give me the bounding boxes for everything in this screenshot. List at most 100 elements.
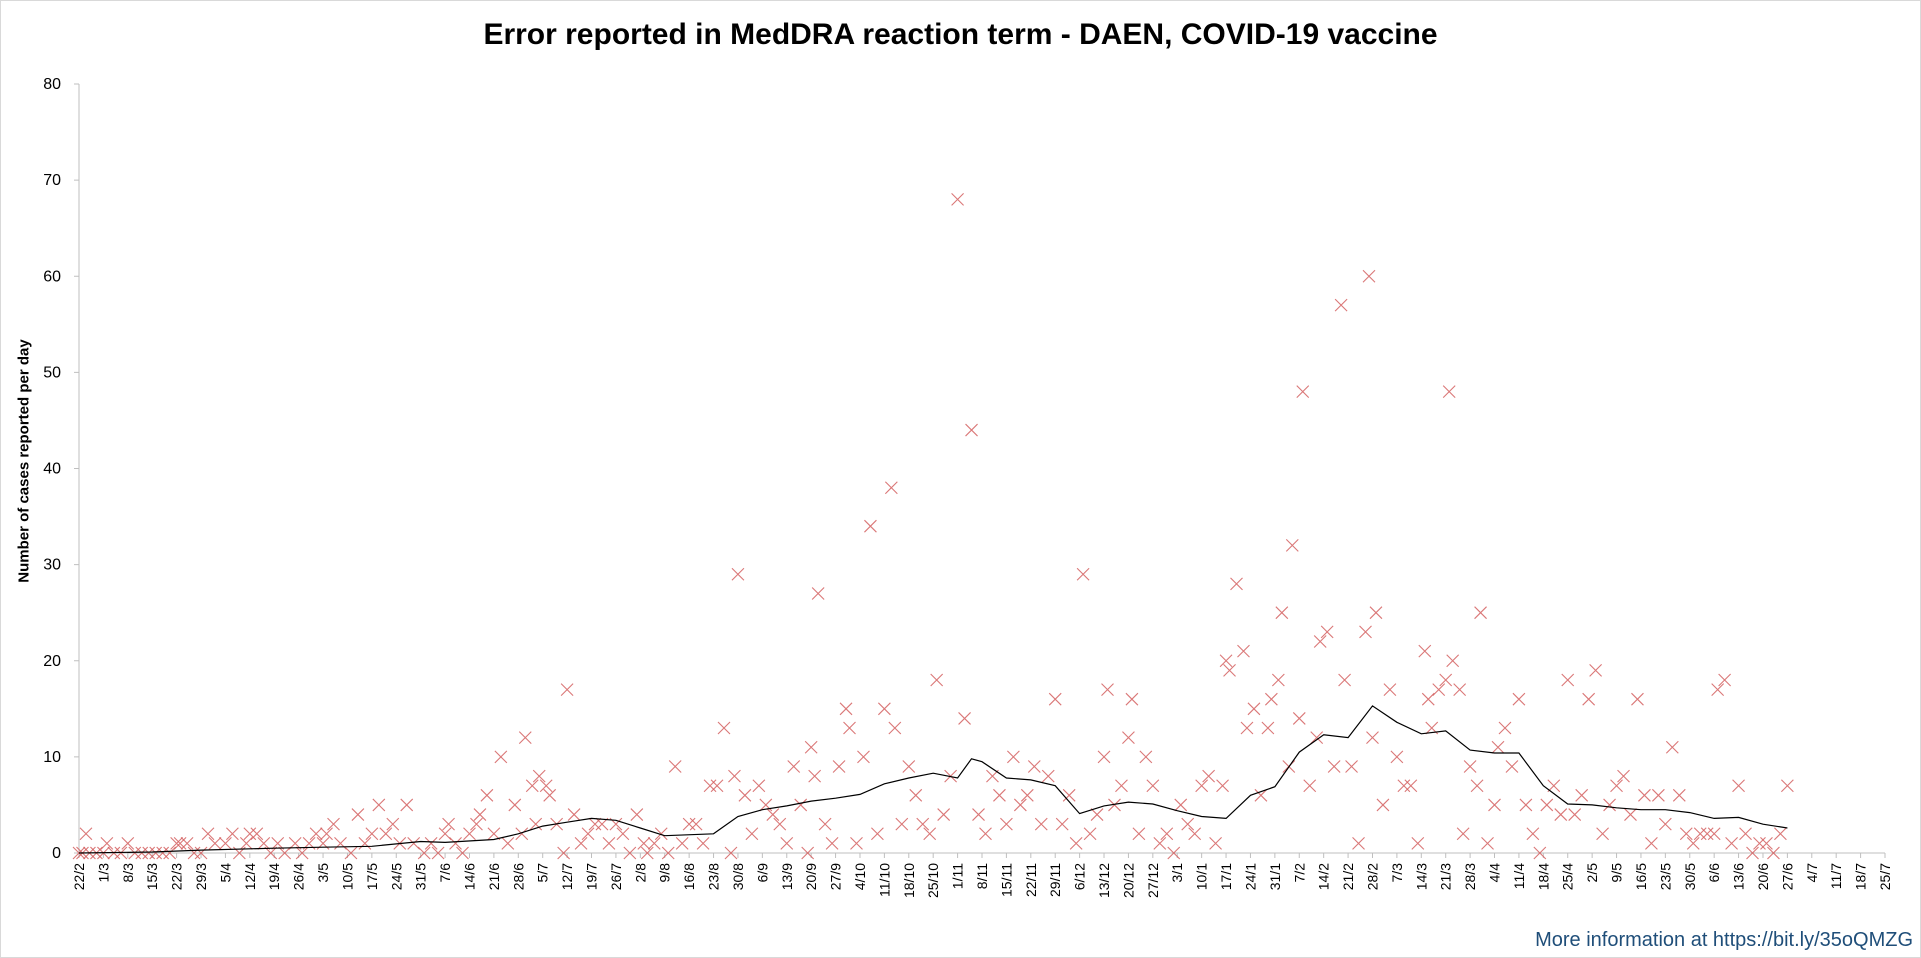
daily-case-marker [135,846,149,860]
daily-case-marker [937,808,951,821]
daily-case-marker [689,817,703,831]
y-tick-label: 20 [43,653,61,670]
daily-case-marker [1418,644,1432,658]
x-tick-label: 21/2 [1340,863,1356,890]
daily-case-marker [208,836,222,850]
daily-case-marker [501,836,515,850]
x-tick-label: 24/5 [388,863,404,890]
daily-case-marker [1732,779,1745,793]
daily-case-marker [344,846,358,860]
daily-case-marker [1334,298,1348,312]
daily-case-marker [1488,798,1501,812]
daily-case-marker [1397,779,1411,793]
x-tick-label: 27/9 [828,863,844,890]
daily-case-marker [794,798,808,812]
x-tick-label: 23/8 [706,863,722,890]
daily-case-marker [1746,846,1759,860]
footer-link[interactable]: More information at https://bit.ly/35oQM… [1535,929,1913,951]
daily-case-marker [358,836,372,850]
x-tick-label: 29/3 [193,863,209,890]
daily-case-marker [1254,788,1268,802]
x-tick-label: 8/3 [120,863,136,883]
daily-case-marker [1345,760,1358,773]
x-tick-label: 4/10 [852,863,868,890]
daily-case-marker [1146,779,1160,793]
daily-case-marker [100,836,114,850]
x-tick-label: 16/5 [1633,863,1649,890]
daily-case-marker [320,827,333,841]
daily-case-marker [888,721,902,735]
daily-case-marker [616,827,630,841]
daily-case-marker [902,760,916,773]
x-tick-label: 14/6 [461,863,477,890]
daily-case-marker [1442,385,1456,398]
daily-case-marker [1313,635,1327,648]
daily-case-marker [532,769,546,783]
daily-case-marker [271,836,285,850]
x-tick-label: 30/5 [1682,863,1698,890]
chart-title: Error reported in MedDRA reaction term -… [483,18,1438,51]
daily-case-marker [1292,712,1306,725]
daily-case-marker [539,779,553,793]
daily-case-marker [1376,798,1390,812]
daily-case-marker [1547,779,1561,793]
daily-case-marker [801,846,815,860]
daily-case-marker [173,836,187,850]
x-tick-label: 7/3 [1389,863,1405,883]
x-tick-label: 15/3 [144,863,160,890]
daily-case-marker [850,836,863,850]
daily-case-marker [1261,721,1275,735]
daily-case-marker [1048,692,1062,706]
daily-case-marker [508,798,522,812]
daily-case-marker [728,769,741,783]
daily-case-marker [257,836,271,850]
daily-case-marker [1055,817,1069,831]
daily-case-marker [463,827,476,841]
daily-case-marker [334,836,347,850]
x-tick-label: 6/12 [1072,863,1088,890]
daily-case-marker [731,567,745,581]
daily-case-marker [647,836,661,850]
daily-case-marker [1108,798,1121,812]
x-tick-label: 7/6 [437,863,453,883]
daily-case-marker [226,827,239,841]
y-tick-label: 40 [43,461,61,478]
daily-case-marker [407,836,421,850]
daily-case-marker [1090,808,1104,821]
daily-case-marker [1526,827,1540,841]
daily-case-marker [965,423,978,437]
daily-case-marker [1296,385,1310,398]
daily-case-marker [1338,673,1351,687]
daily-case-marker [1188,827,1202,841]
x-tick-label: 19/7 [584,863,600,890]
daily-case-marker [557,846,571,860]
daily-case-marker [871,827,884,841]
x-tick-label: 7/2 [1291,863,1307,883]
x-tick-label: 26/4 [291,863,307,890]
x-tick-label: 25/10 [925,863,941,898]
daily-case-marker [1160,827,1174,841]
daily-case-marker [1013,798,1027,812]
daily-case-marker [529,817,543,831]
daily-case-marker [1216,779,1229,793]
daily-case-marker [1780,779,1794,793]
daily-case-marker [1739,827,1752,841]
daily-case-marker [1167,846,1181,860]
daily-case-marker [710,779,724,793]
y-tick-label: 60 [43,268,61,285]
daily-case-marker [1027,760,1041,773]
x-tick-label: 13/9 [779,863,795,890]
x-tick-label: 5/7 [535,863,551,883]
x-tick-label: 2/5 [1584,863,1600,883]
daily-case-marker [1209,836,1222,850]
daily-case-marker [1411,836,1425,850]
daily-case-marker [1000,817,1013,831]
daily-case-marker [780,836,794,850]
daily-case-marker [525,779,539,793]
daily-case-marker [602,836,616,850]
daily-case-marker [470,817,483,831]
daily-case-marker [877,702,891,716]
daily-case-marker [724,846,738,860]
daily-case-marker [456,846,469,860]
daily-case-marker [1034,817,1048,831]
